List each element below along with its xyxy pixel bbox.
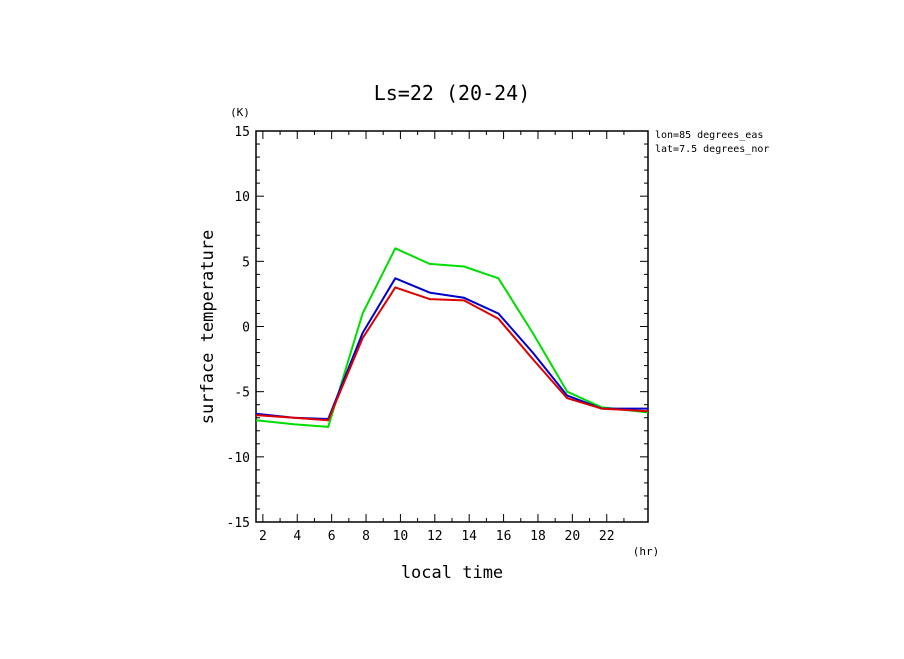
series-line-3 [255,286,649,422]
x-tick-label: 10 [393,529,409,544]
x-tick-label: 16 [496,529,512,544]
annotation-lat: lat=7.5 degrees_nor [655,144,769,155]
x-tick-label: 20 [565,529,581,544]
x-tick-label: 2 [259,529,267,544]
annotation-lon: lon=85 degrees_eas [655,130,763,141]
y-tick-label: 10 [234,190,250,205]
y-unit-label: (K) [230,106,250,119]
chart-title: Ls=22 (20-24) [374,81,531,105]
x-tick-label: 8 [362,529,370,544]
y-axis-label: surface temperature [198,230,218,424]
y-tick-label: -10 [227,451,250,466]
plot-frame [255,130,649,523]
x-tick-label: 18 [530,529,546,544]
x-tick-label: 6 [328,529,336,544]
x-tick-label: 14 [461,529,477,544]
y-tick-label: 5 [242,255,250,270]
x-tick-label: 22 [599,529,615,544]
y-tick-label: 15 [234,125,250,140]
series-line-1 [255,247,649,428]
x-axis-label: local time [401,563,503,583]
x-tick-label: 12 [427,529,443,544]
x-tick-label: 4 [293,529,301,544]
axis-ticks: -15 -10 -5 0 5 10 15 2 4 6 8 10 12 14 16 18 20 22 [227,125,648,544]
y-tick-label: 0 [242,321,250,336]
y-tick-label: -15 [227,516,250,531]
series-line-2 [255,277,648,420]
x-unit-label: (hr) [633,545,660,558]
y-tick-label: -5 [234,386,250,401]
series-group [255,247,649,428]
